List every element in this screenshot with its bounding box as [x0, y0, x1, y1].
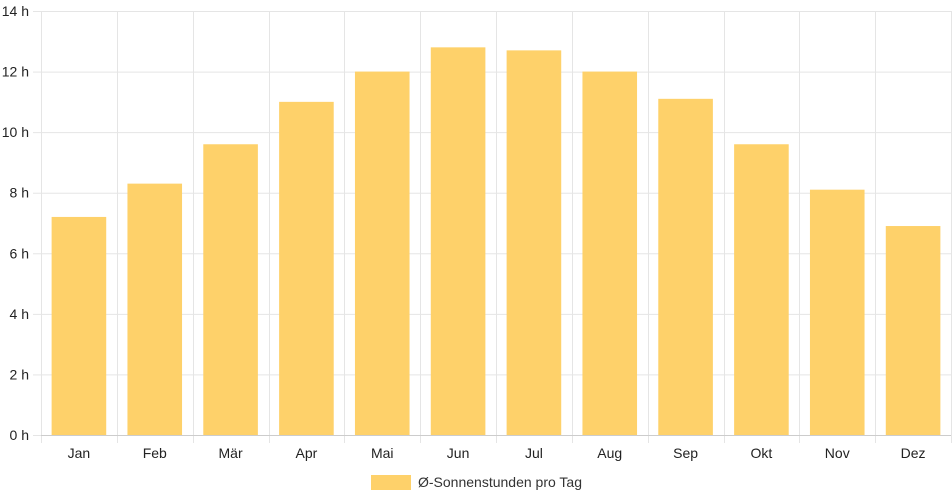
x-tick-label: Jan	[68, 445, 91, 461]
bar-okt[interactable]	[734, 144, 789, 435]
bar-jun[interactable]	[430, 47, 486, 435]
x-tick-label: Nov	[825, 445, 850, 461]
bar-dez[interactable]	[885, 226, 941, 435]
x-tick-label: Dez	[901, 445, 926, 461]
x-tick-label: Mai	[371, 445, 394, 461]
x-tick-label: Aug	[597, 445, 622, 461]
y-tick-label: 4 h	[10, 306, 29, 322]
x-tick-label: Mär	[219, 445, 243, 461]
bar-mai[interactable]	[354, 71, 410, 436]
y-tick-label: 2 h	[10, 366, 29, 382]
bar-apr[interactable]	[279, 101, 334, 435]
y-tick-label: 8 h	[10, 185, 29, 201]
bar-mär[interactable]	[203, 144, 258, 435]
bar-jan[interactable]	[51, 216, 107, 435]
y-tick-label: 10 h	[2, 124, 29, 140]
labels-layer: 0 h 2 h 4 h 6 h 8 h 10 h 12 h 14 h Jan Feb Mär Apr M…	[2, 3, 926, 461]
x-tick-label: Jul	[525, 445, 543, 461]
x-tick-label: Apr	[296, 445, 318, 461]
x-tick-label: Sep	[673, 445, 698, 461]
legend-label: Ø-Sonnenstunden pro Tag	[418, 474, 582, 490]
bar-nov[interactable]	[809, 189, 865, 435]
x-tick-label: Jun	[447, 445, 470, 461]
x-tick-label: Okt	[751, 445, 773, 461]
bar-sep[interactable]	[658, 98, 713, 435]
y-tick-label: 0 h	[10, 427, 29, 443]
x-tick-label: Feb	[143, 445, 167, 461]
legend-swatch	[371, 475, 411, 490]
bar-aug[interactable]	[582, 71, 638, 436]
y-tick-label: 6 h	[10, 245, 29, 261]
y-tick-label: 12 h	[2, 64, 29, 80]
legend[interactable]: Ø-Sonnenstunden pro Tag	[371, 474, 582, 490]
bar-feb[interactable]	[127, 183, 183, 435]
y-tick-label: 14 h	[2, 3, 29, 19]
bar-jul[interactable]	[506, 50, 562, 435]
bars-layer	[51, 47, 941, 436]
